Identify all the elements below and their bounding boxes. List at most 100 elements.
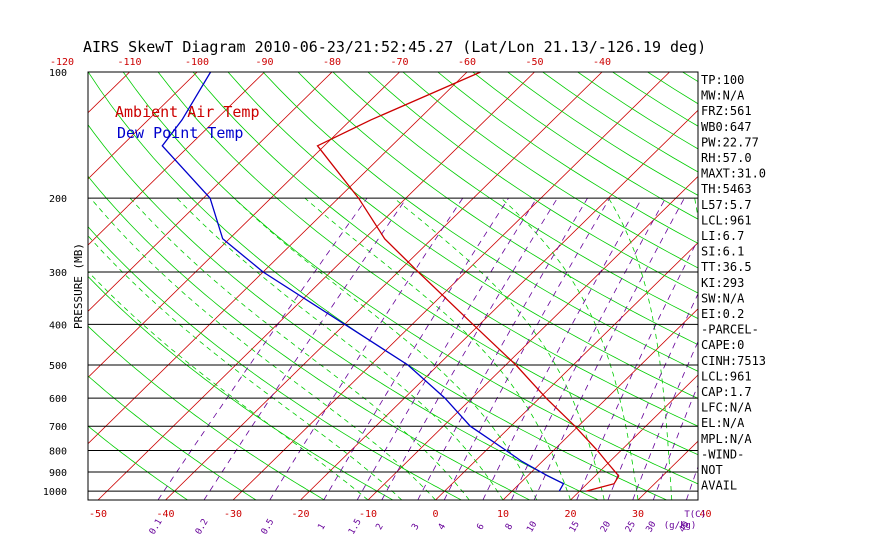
dry-adiabat-line xyxy=(753,72,870,500)
mixing-ratio-line xyxy=(157,197,368,500)
pressure-tick-label: 700 xyxy=(49,422,67,433)
bottom-temp-tick-label: -50 xyxy=(89,509,107,520)
chart-grid xyxy=(0,72,870,500)
mixing-ratio-tick-label: 0.2 xyxy=(194,517,211,536)
legend-ambient-air-temp: Ambient Air Temp xyxy=(115,103,260,121)
mixing-ratio-tick-label: 3 xyxy=(410,522,421,532)
bottom-temp-tick-label: -20 xyxy=(291,509,309,520)
isotherm-line xyxy=(88,72,400,379)
dry-adiabat-line xyxy=(88,425,188,500)
dry-adiabat-line xyxy=(507,72,698,196)
legend-dew-point-temp: Dew Point Temp xyxy=(117,124,243,142)
dry-adiabat-line xyxy=(88,226,462,500)
chart-series xyxy=(161,72,620,492)
isotherm-line xyxy=(88,72,468,445)
moist-adiabat-line xyxy=(129,197,470,500)
index-text: LCL:961 xyxy=(701,369,752,383)
isotherm-line xyxy=(97,72,535,500)
mixing-ratio-tick-label: 25 xyxy=(624,520,638,534)
isotherm-line xyxy=(570,374,698,500)
index-text: LI:6.7 xyxy=(701,229,744,243)
bottom-temp-tick-label: 40 xyxy=(699,509,711,520)
dry-adiabat-line xyxy=(227,72,698,399)
bottom-temp-tick-label: 20 xyxy=(564,509,576,520)
index-text: EI:0.2 xyxy=(701,307,744,321)
mixing-ratio-tick-label: 0.5 xyxy=(260,517,277,536)
bottom-temp-tick-label: 30 xyxy=(632,509,644,520)
moist-adiabat-line xyxy=(233,197,538,500)
moist-adiabat-line xyxy=(608,197,673,500)
bottom-temp-tick-label: -30 xyxy=(224,509,242,520)
mixing-ratio-tick-label: 6 xyxy=(475,522,486,532)
index-text: PW:22.77 xyxy=(701,135,759,149)
mixing-ratio-line xyxy=(632,340,698,500)
mixing-ratio-tick-label: 15 xyxy=(568,520,582,534)
top-temp-tick-label: -80 xyxy=(323,57,341,68)
index-text: -WIND- xyxy=(701,447,744,461)
isotherm-line xyxy=(88,72,130,114)
index-text: SW:N/A xyxy=(701,291,745,305)
dry-adiabat-line xyxy=(88,72,667,500)
mixing-ratio-line xyxy=(652,384,698,500)
dry-adiabat-line xyxy=(262,72,698,372)
pressure-tick-label: 800 xyxy=(49,447,67,458)
top-temp-tick-label: -90 xyxy=(256,57,274,68)
top-temp-tick-label: -110 xyxy=(118,57,142,68)
mixing-ratio-line xyxy=(607,293,698,500)
index-text: MPL:N/A xyxy=(701,432,752,446)
mixing-ratio-tick-label: 10 xyxy=(525,520,539,534)
index-text: RH:57.0 xyxy=(701,151,752,165)
dry-adiabat-line xyxy=(367,72,698,294)
index-text: CAPE:0 xyxy=(701,338,744,352)
bottom-temp-tick-label: -10 xyxy=(359,509,377,520)
isotherm-line xyxy=(435,242,698,500)
mixing-ratio-line xyxy=(269,197,464,500)
top-temp-tick-label: -50 xyxy=(526,57,544,68)
moist-adiabat-line xyxy=(304,197,571,500)
index-text: AVAIL xyxy=(701,479,737,493)
dry-adiabat-line xyxy=(88,325,325,500)
index-text: KI:293 xyxy=(701,276,744,290)
dry-adiabat-line xyxy=(332,72,698,319)
top-temp-tick-label: -100 xyxy=(185,57,209,68)
isotherm-line xyxy=(88,72,333,312)
isotherm-line xyxy=(773,72,870,500)
index-text: -PARCEL- xyxy=(701,323,759,337)
moist-adiabat-line xyxy=(176,197,504,500)
pressure-tick-label: 100 xyxy=(49,68,67,79)
bottom-temp-tick-label: 0 xyxy=(432,509,438,520)
dry-adiabat-line xyxy=(122,72,698,485)
series-line-dew-point-temp xyxy=(161,72,565,492)
index-text: TH:5463 xyxy=(701,182,752,196)
dry-adiabat-line xyxy=(297,72,698,346)
moist-adiabat-line xyxy=(88,235,403,500)
mixing-ratio-line xyxy=(381,197,558,500)
index-text: TT:36.5 xyxy=(701,260,752,274)
top-temp-tick-label: -60 xyxy=(458,57,476,68)
index-text: MAXT:31.0 xyxy=(701,167,766,181)
series-line-ambient-air-temp xyxy=(316,72,620,492)
top-temp-tick-label: -40 xyxy=(593,57,611,68)
mixing-ratio-tick-label: 20 xyxy=(599,520,613,534)
index-text: FRZ:561 xyxy=(701,104,752,118)
index-text: LFC:N/A xyxy=(701,401,752,415)
isotherm-line xyxy=(300,109,698,500)
mixing-ratio-unit-label: (g/kg) xyxy=(664,521,697,531)
pressure-tick-label: 600 xyxy=(49,394,67,405)
isotherm-line xyxy=(0,72,62,500)
index-text: LCL:961 xyxy=(701,213,752,227)
y-axis-label: PRESSURE (MB) xyxy=(72,243,85,329)
dry-adiabat-line xyxy=(647,72,698,105)
mixing-ratio-line xyxy=(417,197,588,500)
mixing-ratio-line xyxy=(576,238,698,500)
mixing-ratio-tick-label: 4 xyxy=(437,522,448,532)
mixing-ratio-tick-label: 8 xyxy=(504,522,515,532)
dry-adiabat-line xyxy=(88,375,257,500)
isotherm-line xyxy=(165,72,603,500)
dry-adiabat-line xyxy=(402,72,698,269)
moist-adiabat-line xyxy=(393,197,605,500)
chart-title: AIRS SkewT Diagram 2010-06-23/21:52:45.2… xyxy=(83,38,706,56)
index-text: TP:100 xyxy=(701,73,744,87)
mixing-ratio-tick-label: 40 xyxy=(678,520,692,534)
